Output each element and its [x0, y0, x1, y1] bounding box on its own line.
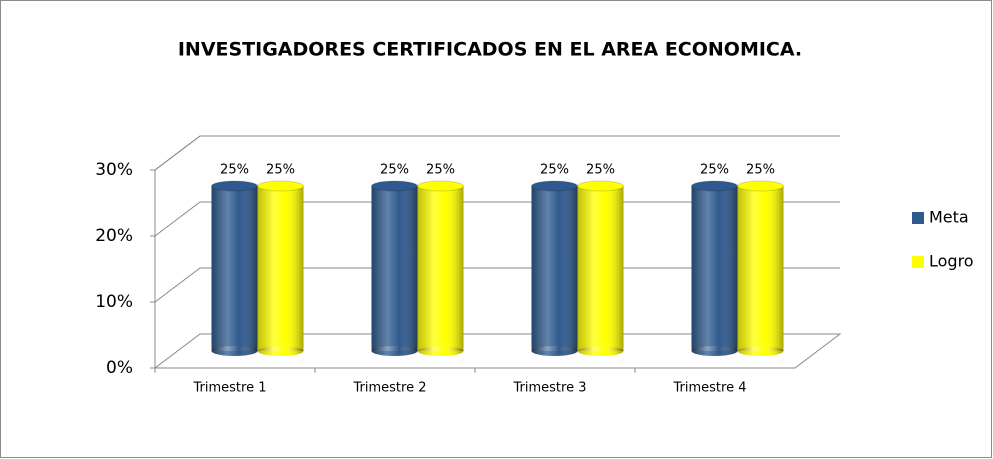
bar-shade-bottom: [211, 346, 258, 356]
chart-title: INVESTIGADORES CERTIFICADOS EN EL AREA E…: [178, 39, 802, 61]
bar: [531, 180, 578, 356]
bar-top: [417, 180, 464, 192]
bar: [417, 180, 464, 356]
y-tick-label: 20%: [95, 226, 133, 246]
bar-shade: [577, 186, 624, 351]
legend-swatch: [912, 256, 924, 268]
data-label: 25%: [426, 163, 455, 178]
x-tick-label: Trimestre 4: [673, 381, 747, 396]
y-tick-label: 30%: [95, 160, 133, 180]
bar-top: [691, 180, 738, 192]
bar-shade: [691, 186, 738, 351]
bar-top: [737, 180, 784, 192]
bar-shade: [737, 186, 784, 351]
bar-shade-bottom: [737, 346, 784, 356]
x-tick-label: Trimestre 1: [193, 381, 267, 396]
legend-label: Logro: [929, 252, 974, 271]
data-label: 25%: [746, 163, 775, 178]
bar-shade-bottom: [531, 346, 578, 356]
bar: [257, 180, 304, 356]
bar: [371, 180, 418, 356]
x-tick-label: Trimestre 2: [353, 381, 427, 396]
data-label: 25%: [266, 163, 295, 178]
bar-shade-bottom: [417, 346, 464, 356]
bar: [691, 180, 738, 356]
grid-line: [154, 135, 840, 171]
bar: [577, 180, 624, 356]
bar-top: [531, 180, 578, 192]
bar-top: [577, 180, 624, 192]
bar-shade: [257, 186, 304, 351]
bar-shade: [371, 186, 418, 351]
grid-line: [154, 333, 840, 369]
data-label: 25%: [586, 163, 615, 178]
y-tick-label: 0%: [106, 358, 133, 378]
bar-top: [371, 180, 418, 192]
bar-shade-bottom: [257, 346, 304, 356]
data-label: 25%: [700, 163, 729, 178]
bar-shade-bottom: [577, 346, 624, 356]
bar-shade: [211, 186, 258, 351]
x-tick-label: Trimestre 3: [513, 381, 587, 396]
data-label: 25%: [380, 163, 409, 178]
bar: [737, 180, 784, 356]
bar-shade: [417, 186, 464, 351]
y-tick-label: 10%: [95, 292, 133, 312]
bar-shade-bottom: [371, 346, 418, 356]
grid-line: [154, 201, 840, 237]
bar-shade: [531, 186, 578, 351]
bar-shade-bottom: [691, 346, 738, 356]
grid-line: [154, 267, 840, 303]
bar-top: [257, 180, 304, 192]
data-label: 25%: [540, 163, 569, 178]
data-label: 25%: [220, 163, 249, 178]
legend-label: Meta: [929, 208, 969, 227]
bar: [211, 180, 258, 356]
legend-swatch: [912, 212, 924, 224]
bar-top: [211, 180, 258, 192]
